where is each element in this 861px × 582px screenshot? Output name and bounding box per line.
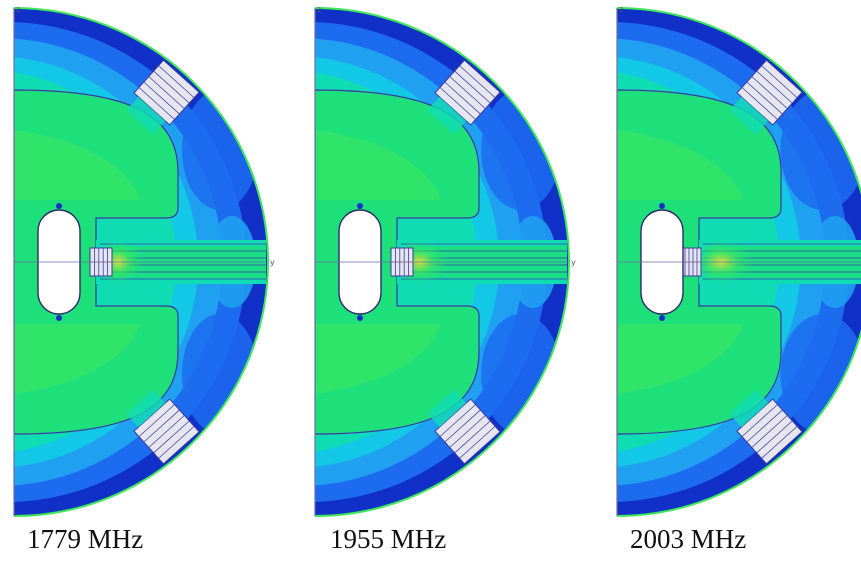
axis-label-y: y <box>270 258 275 267</box>
aperture-top-marker <box>659 203 665 209</box>
aperture-bottom-marker <box>357 315 363 321</box>
aperture-bottom-marker <box>659 315 665 321</box>
aperture-top-marker <box>56 203 62 209</box>
upper-port <box>729 59 803 135</box>
lower-lobe <box>481 314 561 434</box>
upper-lobe <box>481 90 561 210</box>
lower-port <box>427 389 501 465</box>
field-plot-1955: zy <box>314 5 576 517</box>
upper-port <box>126 59 200 135</box>
field-plot-2003: zy <box>616 5 861 517</box>
axis-label-z: z <box>317 5 321 14</box>
upper-lobe <box>182 90 258 210</box>
axis-label-z: z <box>619 5 623 14</box>
lower-port <box>729 389 803 465</box>
frequency-label-1779: 1779 MHz <box>27 524 144 554</box>
outer-boundary <box>616 7 861 517</box>
aperture-bottom-marker <box>56 315 62 321</box>
lower-lobe <box>182 314 258 434</box>
frequency-label-2003: 2003 MHz <box>630 524 747 554</box>
field-plot-1779: zy <box>13 5 275 517</box>
axis-label-y: y <box>571 258 576 267</box>
field-panel-2003: zy 2003 MHz <box>613 0 861 582</box>
upper-port <box>427 59 501 135</box>
frequency-label-1955: 1955 MHz <box>330 524 447 554</box>
axis-label-z: z <box>16 5 20 14</box>
aperture-top-marker <box>357 203 363 209</box>
lower-port <box>126 389 200 465</box>
